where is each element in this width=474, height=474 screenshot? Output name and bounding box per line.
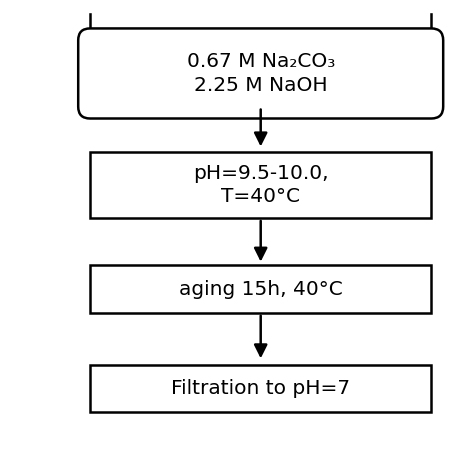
Bar	[90, 152, 431, 218]
Bar	[81, 0, 441, 12]
Text: Filtration to pH=7: Filtration to pH=7	[171, 379, 350, 398]
Text: aging 15h, 40°C: aging 15h, 40°C	[179, 280, 343, 299]
Text: pH=9.5-10.0,
T=40°C: pH=9.5-10.0, T=40°C	[193, 164, 328, 206]
Text: 0.67 M Na₂CO₃
2.25 M NaOH: 0.67 M Na₂CO₃ 2.25 M NaOH	[186, 52, 335, 95]
FancyBboxPatch shape	[78, 28, 443, 118]
Bar	[90, 365, 431, 412]
FancyBboxPatch shape	[90, 0, 431, 43]
Bar	[90, 265, 431, 313]
